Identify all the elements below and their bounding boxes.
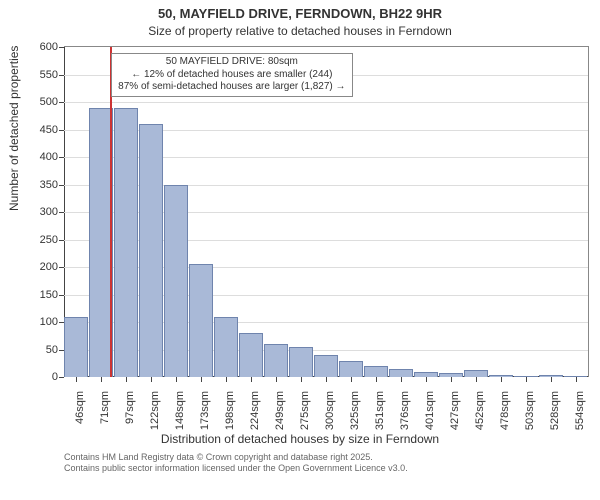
y-tick-mark [59,212,64,213]
y-tick-mark [59,295,64,296]
x-tick-label: 46sqm [74,391,86,424]
x-tick-mark [351,377,352,382]
x-tick-label: 275sqm [299,391,311,430]
histogram-bar [464,370,488,377]
histogram-bar [189,264,213,377]
x-tick-mark [301,377,302,382]
x-tick-mark [326,377,327,382]
y-tick-label: 200 [20,261,58,273]
x-tick-label: 71sqm [99,391,111,424]
x-tick-label: 122sqm [149,391,161,430]
histogram-bar [339,361,363,378]
histogram-bar [389,369,413,377]
plot-area: 05010015020025030035040045050055060046sq… [64,46,589,377]
x-tick-mark [526,377,527,382]
footer-attribution: Contains HM Land Registry data © Crown c… [64,452,408,475]
x-tick-mark [176,377,177,382]
histogram-bar [114,108,138,378]
footer-line1: Contains HM Land Registry data © Crown c… [64,452,408,463]
y-tick-mark [59,102,64,103]
histogram-bar [364,366,388,377]
property-info-box: 50 MAYFIELD DRIVE: 80sqm← 12% of detache… [111,53,352,97]
footer-line2: Contains public sector information licen… [64,463,408,474]
y-tick-label: 50 [20,344,58,356]
y-tick-label: 250 [20,234,58,246]
title-sub: Size of property relative to detached ho… [0,24,600,38]
title-main: 50, MAYFIELD DRIVE, FERNDOWN, BH22 9HR [0,6,600,21]
y-tick-label: 550 [20,69,58,81]
y-tick-mark [59,130,64,131]
gridline [64,102,588,103]
x-tick-mark [276,377,277,382]
x-tick-label: 503sqm [524,391,536,430]
histogram-bar [289,347,313,377]
x-tick-mark [151,377,152,382]
x-tick-mark [401,377,402,382]
x-tick-label: 528sqm [549,391,561,430]
x-tick-mark [576,377,577,382]
y-tick-mark [59,350,64,351]
y-tick-mark [59,75,64,76]
histogram-bar [264,344,288,377]
infobox-line2: ← 12% of detached houses are smaller (24… [118,69,345,82]
y-tick-label: 400 [20,151,58,163]
y-tick-label: 450 [20,124,58,136]
y-tick-label: 500 [20,96,58,108]
x-tick-label: 300sqm [324,391,336,430]
y-tick-label: 100 [20,316,58,328]
infobox-line3: 87% of semi-detached houses are larger (… [118,81,345,94]
y-tick-mark [59,240,64,241]
x-tick-mark [126,377,127,382]
y-tick-mark [59,157,64,158]
property-marker-line [110,47,112,377]
x-tick-mark [376,377,377,382]
histogram-bar [314,355,338,377]
chart-container: 50, MAYFIELD DRIVE, FERNDOWN, BH22 9HR S… [0,0,600,500]
y-tick-mark [59,185,64,186]
x-tick-label: 478sqm [499,391,511,430]
y-tick-mark [59,377,64,378]
histogram-bar [64,317,88,378]
x-tick-label: 325sqm [349,391,361,430]
x-tick-mark [201,377,202,382]
y-tick-label: 350 [20,179,58,191]
infobox-line1: 50 MAYFIELD DRIVE: 80sqm [118,56,345,69]
x-tick-label: 148sqm [174,391,186,430]
x-tick-mark [501,377,502,382]
y-tick-mark [59,322,64,323]
x-tick-mark [551,377,552,382]
x-tick-mark [76,377,77,382]
x-tick-label: 198sqm [224,391,236,430]
x-tick-label: 376sqm [399,391,411,430]
x-tick-label: 401sqm [424,391,436,430]
x-tick-label: 452sqm [474,391,486,430]
x-tick-mark [426,377,427,382]
x-tick-label: 427sqm [449,391,461,430]
x-axis-label: Distribution of detached houses by size … [0,432,600,446]
x-tick-label: 554sqm [574,391,586,430]
y-tick-label: 0 [20,371,58,383]
x-tick-mark [476,377,477,382]
x-tick-label: 351sqm [374,391,386,430]
histogram-bar [139,124,163,377]
y-axis-label: Number of detached properties [7,46,21,211]
x-tick-label: 224sqm [249,391,261,430]
x-tick-mark [251,377,252,382]
x-tick-label: 249sqm [274,391,286,430]
x-tick-label: 173sqm [199,391,211,430]
x-tick-mark [451,377,452,382]
y-tick-mark [59,267,64,268]
y-tick-label: 300 [20,206,58,218]
histogram-bar [239,333,263,377]
y-tick-mark [59,47,64,48]
x-tick-label: 97sqm [124,391,136,424]
x-tick-mark [101,377,102,382]
y-tick-label: 600 [20,41,58,53]
histogram-bar [214,317,238,378]
histogram-bar [164,185,188,378]
x-tick-mark [226,377,227,382]
y-tick-label: 150 [20,289,58,301]
